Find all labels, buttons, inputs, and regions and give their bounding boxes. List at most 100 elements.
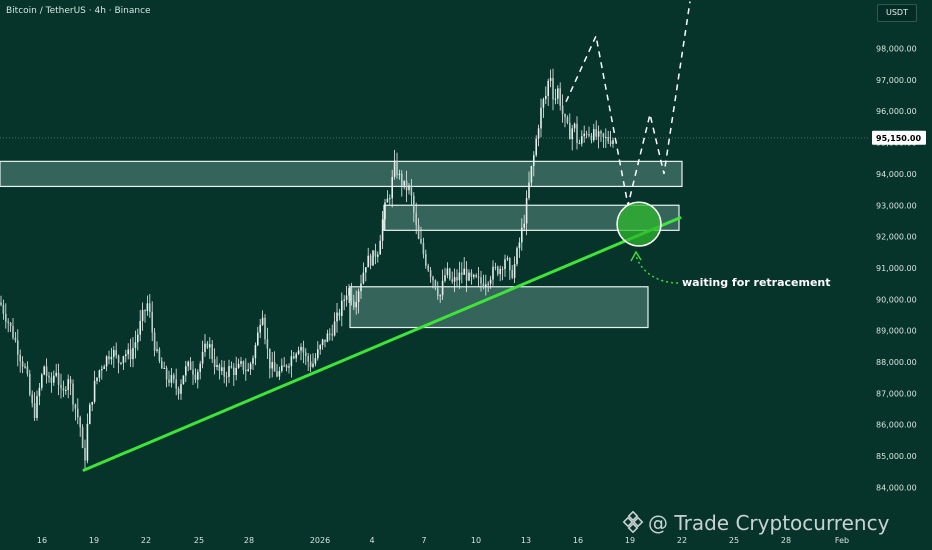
time-tick-label: 13 — [521, 536, 531, 545]
candle-body — [389, 198, 391, 200]
candle-body — [149, 303, 151, 312]
candle-body — [161, 360, 163, 369]
candle-body — [7, 321, 9, 323]
annotation-arrow — [635, 255, 679, 284]
candle-body — [153, 332, 156, 351]
candle-body — [401, 173, 403, 186]
candle-body — [429, 270, 432, 277]
candle-body — [242, 361, 245, 370]
candle-body — [463, 268, 465, 275]
candle-body — [492, 266, 494, 280]
candle-body — [273, 362, 276, 372]
candle-body — [499, 268, 501, 275]
candle-body — [29, 373, 31, 395]
candle-body — [115, 350, 117, 356]
price-axis: 84,000.00 85,000.00 86,000.00 87,000.00 88,0… — [872, 45, 926, 492]
candle-body — [506, 258, 509, 260]
candle-body — [453, 277, 456, 282]
candle-body — [259, 324, 261, 333]
candle-body — [300, 347, 302, 351]
candle-body — [396, 160, 398, 176]
price-tick-label: 86,000.00 — [876, 421, 917, 430]
candle-body — [461, 272, 463, 275]
candle-body — [341, 300, 343, 316]
candle-body — [348, 288, 350, 296]
candle-body — [477, 276, 480, 278]
candle-body — [513, 264, 516, 278]
candle-body — [489, 279, 492, 284]
candle-body — [422, 243, 425, 254]
candle-body — [441, 280, 444, 296]
candle-body — [62, 388, 65, 391]
trendline — [82, 216, 682, 472]
candle-body — [189, 361, 192, 370]
candle-body — [559, 88, 561, 106]
candle-body — [326, 333, 329, 342]
time-tick-label: 22 — [677, 536, 687, 545]
candle-body — [254, 345, 257, 359]
candle-body — [237, 363, 240, 368]
chart-title: Bitcoin / TetherUS · 4h · Binance — [6, 6, 151, 16]
candle-body — [245, 370, 247, 372]
target-circle — [616, 201, 662, 247]
candle-body — [91, 402, 93, 405]
candle-body — [170, 375, 173, 383]
time-tick-label: 16 — [573, 536, 583, 545]
candle-body — [67, 379, 69, 390]
candle-body — [117, 355, 120, 363]
candle-body — [187, 361, 189, 367]
candle-body — [223, 367, 225, 377]
candle-body — [398, 173, 401, 176]
candle-body — [17, 340, 19, 355]
candle-body — [609, 141, 612, 144]
candle-body — [321, 339, 324, 345]
candle-body — [264, 317, 266, 340]
candle-body — [542, 99, 545, 108]
candle-body — [144, 310, 146, 312]
candle-body — [127, 349, 129, 355]
candle-body — [36, 396, 38, 418]
price-tick-label: 85,000.00 — [876, 452, 917, 461]
candle-body — [235, 367, 237, 375]
current-price-label: 95,150.00 — [876, 134, 921, 143]
candle-body — [362, 272, 365, 284]
currency-button[interactable]: USDT — [877, 4, 917, 22]
candle-body — [439, 295, 441, 297]
candle-body — [540, 107, 542, 129]
candle-body — [199, 363, 201, 372]
candle-body — [549, 77, 552, 81]
candle-body — [233, 367, 235, 375]
time-axis: 16 19 22 25 28 2026 4 7 10 13 16 19 22 25 28 Feb — [37, 536, 849, 545]
candle-body — [24, 366, 26, 368]
candle-body — [381, 219, 384, 241]
candle-body — [593, 129, 595, 141]
candle-body — [537, 128, 540, 139]
candle-body — [41, 374, 43, 388]
candle-body — [21, 361, 24, 367]
candle-body — [206, 343, 209, 348]
candle-body — [319, 345, 321, 350]
candle-body — [573, 123, 576, 129]
candle-body — [89, 404, 91, 424]
price-tick-label: 97,000.00 — [876, 76, 917, 85]
candle-body — [480, 277, 482, 284]
candle-body — [446, 268, 449, 276]
candle-body — [576, 123, 578, 143]
candle-body — [525, 198, 528, 224]
candle-body — [307, 356, 309, 362]
candle-body — [180, 384, 182, 394]
candle-body — [595, 129, 597, 137]
price-tick-label: 89,000.00 — [876, 327, 917, 336]
candle-body — [50, 377, 53, 383]
candle-body — [5, 313, 7, 322]
candle-body — [410, 185, 413, 196]
candle-body — [518, 242, 521, 249]
candle-body — [578, 143, 581, 144]
candle-body — [120, 362, 122, 364]
trendline-group — [82, 216, 682, 472]
candle-body — [408, 185, 410, 191]
candle-body — [415, 212, 417, 226]
candle-body — [456, 277, 458, 281]
